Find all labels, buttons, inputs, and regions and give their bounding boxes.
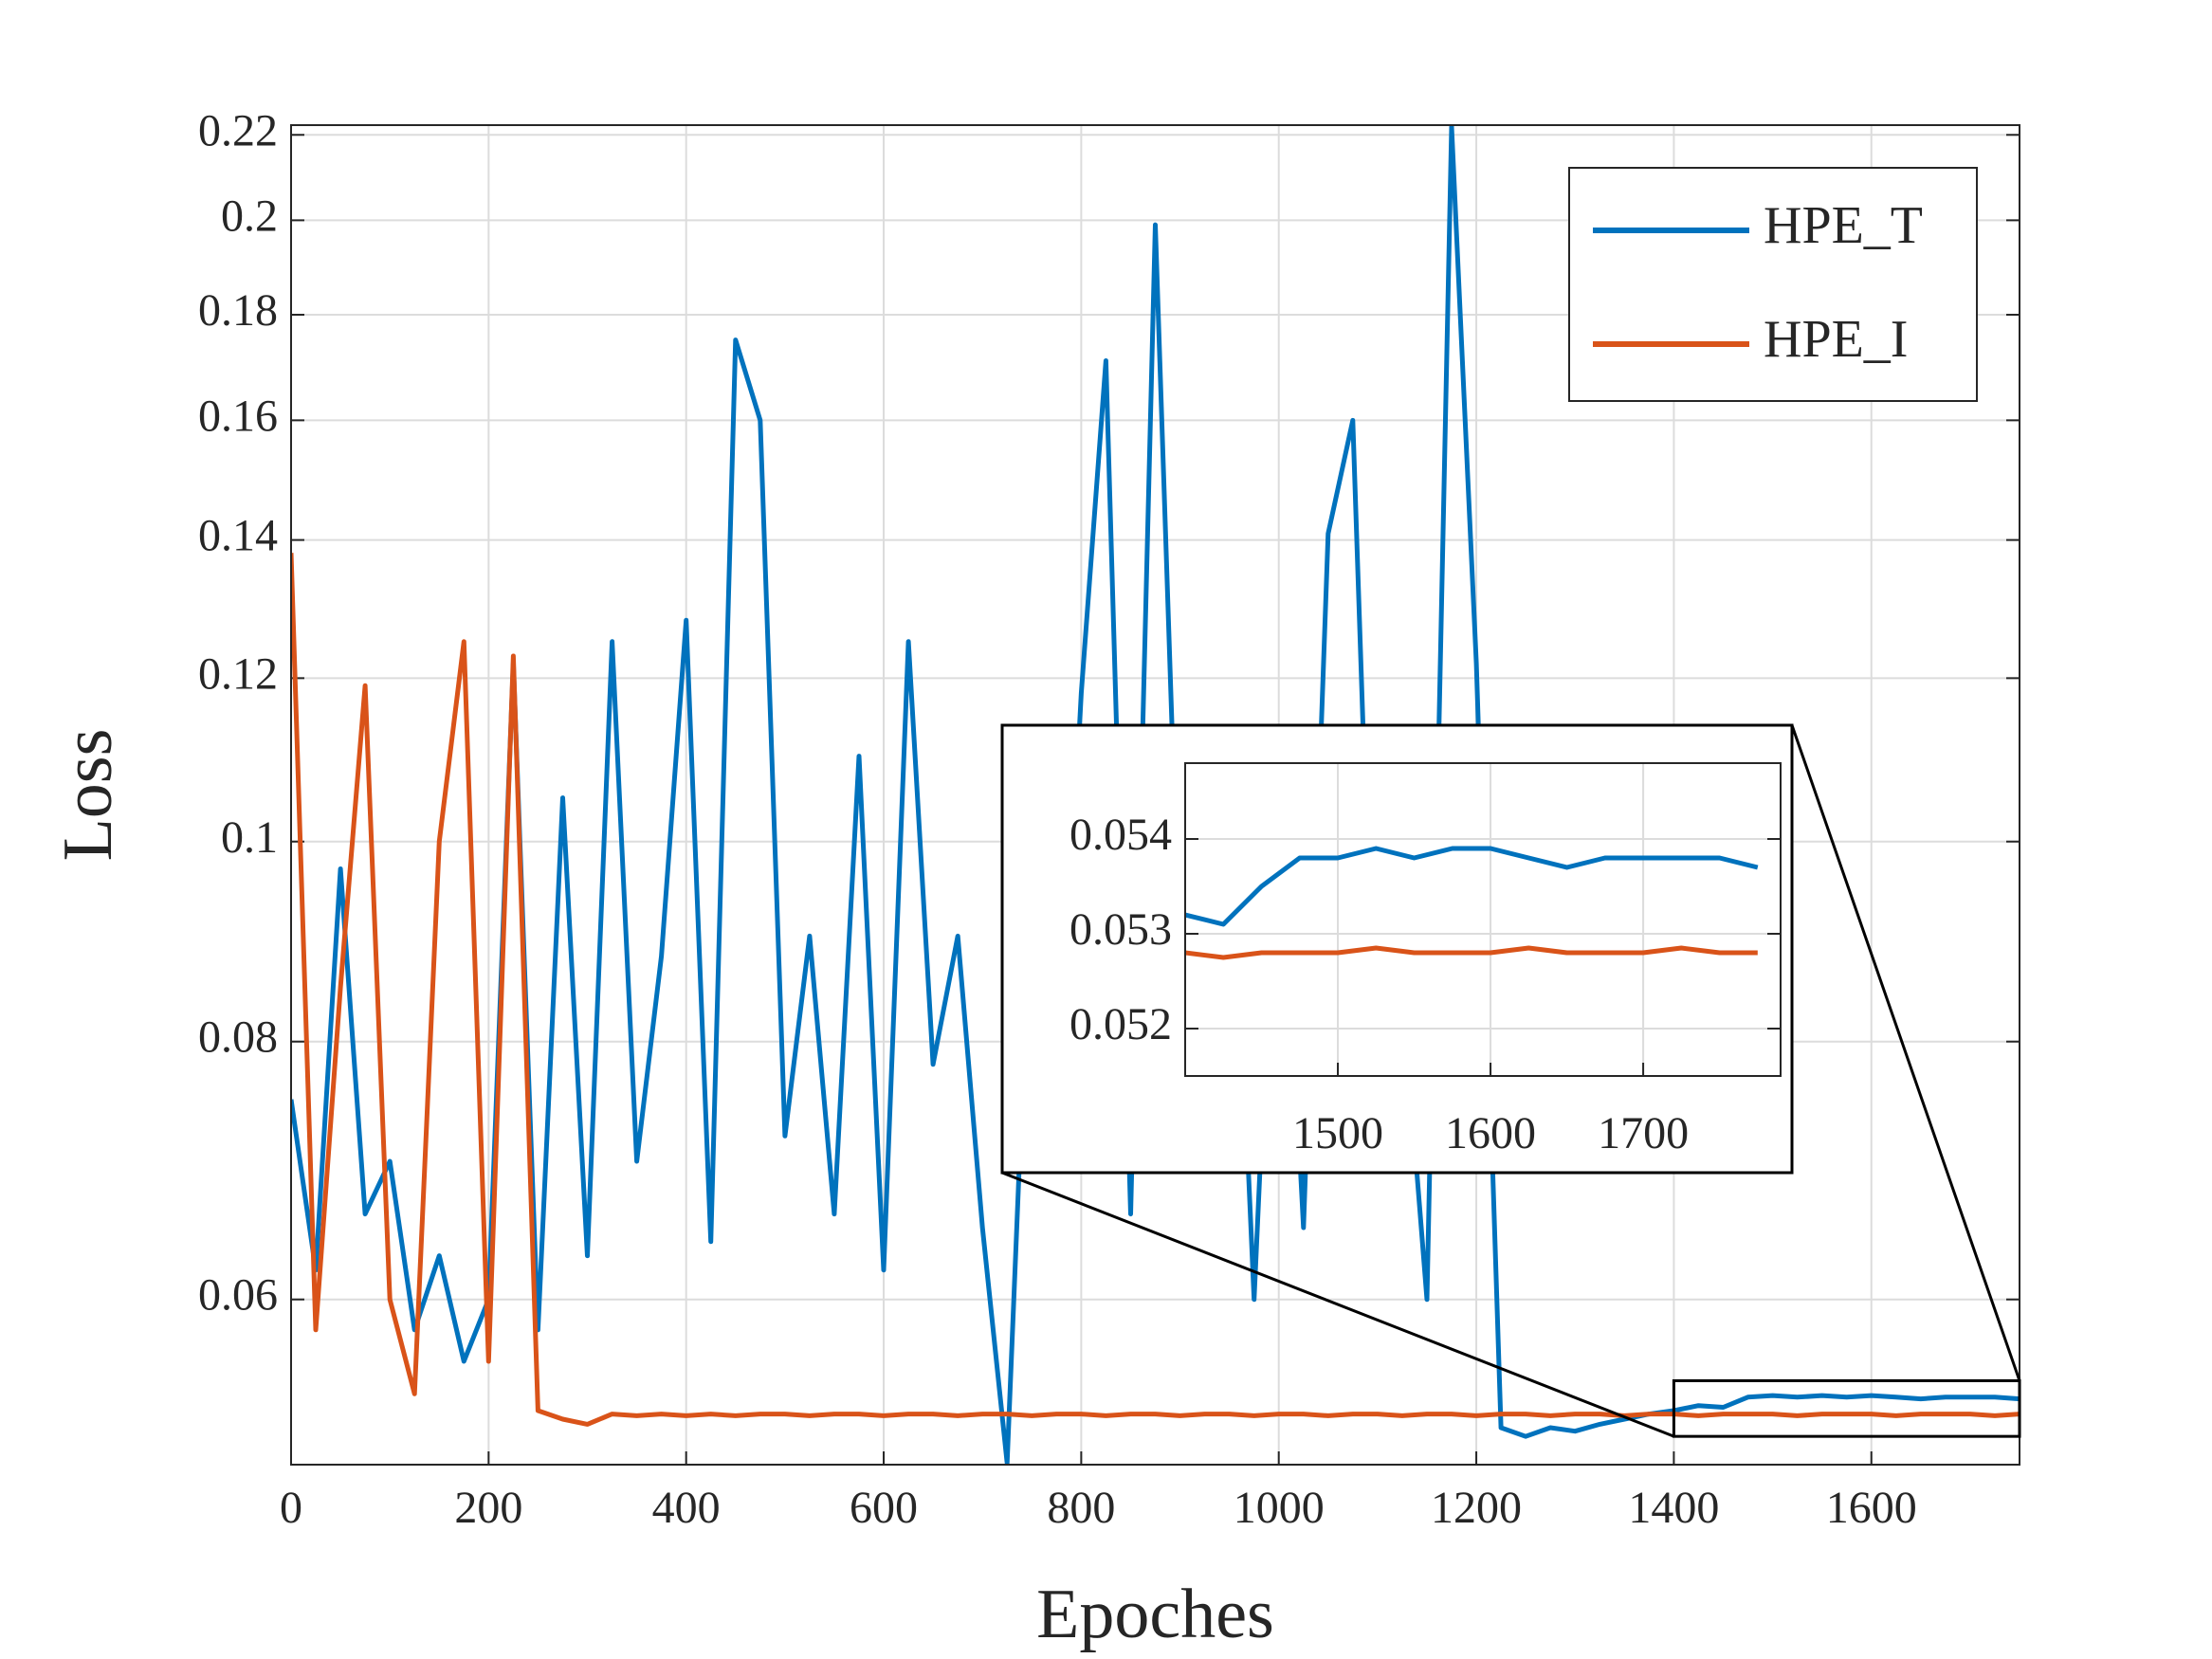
x-tick-label: 1200 — [1431, 1483, 1522, 1533]
x-axis-label: Epoches — [1036, 1576, 1274, 1653]
axes-frame — [290, 124, 2020, 1466]
zoom-box — [1672, 1378, 2021, 1438]
x-tick-label: 600 — [850, 1483, 918, 1533]
y-tick-label: 0.12 — [198, 648, 278, 699]
y-tick-label: 0.1 — [221, 812, 278, 863]
y-tick-label: 0.053 — [1069, 904, 1172, 955]
y-tick-label: 0.18 — [198, 285, 278, 336]
legend-box — [1568, 167, 1978, 402]
y-tick-label: 0.2 — [221, 191, 278, 241]
x-tick-label: 1600 — [1826, 1483, 1917, 1533]
zoom-connector — [1001, 1171, 1674, 1438]
x-tick-label: 1000 — [1234, 1483, 1325, 1533]
x-tick-label: 1600 — [1445, 1108, 1536, 1158]
y-tick-label: 0.054 — [1069, 810, 1172, 860]
y-tick-label: 0.16 — [198, 391, 278, 441]
x-tick-label: 1700 — [1598, 1108, 1689, 1158]
x-tick-label: 1400 — [1628, 1483, 1719, 1533]
series-line — [1185, 846, 1759, 927]
legend-label: HPE_T — [1764, 196, 1923, 255]
x-tick-label: 800 — [1047, 1483, 1115, 1533]
series-line — [291, 125, 2020, 1465]
zoom-connector — [1790, 724, 2021, 1381]
legend-label: HPE_I — [1764, 310, 1908, 369]
x-tick-label: 0 — [280, 1483, 302, 1533]
axes-frame — [1184, 762, 1782, 1077]
y-axis-label: Loss — [49, 729, 127, 862]
x-tick-label: 400 — [652, 1483, 721, 1533]
y-tick-label: 0.052 — [1069, 999, 1172, 1049]
y-tick-label: 0.08 — [198, 1012, 278, 1063]
x-tick-label: 200 — [454, 1483, 522, 1533]
plot-area — [1185, 763, 1781, 1076]
y-tick-label: 0.14 — [198, 511, 278, 561]
y-tick-label: 0.22 — [198, 105, 278, 155]
series-line — [291, 553, 2020, 1427]
y-tick-label: 0.06 — [198, 1270, 278, 1321]
series-line — [1185, 945, 1758, 960]
x-tick-label: 1500 — [1292, 1108, 1383, 1158]
